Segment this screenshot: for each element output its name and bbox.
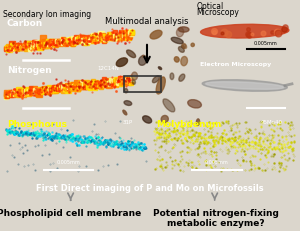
Ellipse shape [206, 82, 284, 90]
Ellipse shape [123, 111, 127, 115]
Ellipse shape [116, 59, 128, 67]
Ellipse shape [158, 67, 162, 70]
Ellipse shape [152, 76, 160, 83]
Ellipse shape [178, 28, 189, 33]
Text: Electron Microscopy: Electron Microscopy [200, 62, 271, 67]
Text: Phosphorus: Phosphorus [8, 119, 68, 128]
Ellipse shape [163, 99, 175, 112]
Text: Nitrogen: Nitrogen [7, 66, 52, 75]
Ellipse shape [124, 89, 128, 93]
Text: 95Mo40: 95Mo40 [261, 119, 283, 125]
Ellipse shape [182, 44, 187, 49]
Text: Potential nitrogen-fixing
metabolic enzyme?: Potential nitrogen-fixing metabolic enzy… [153, 208, 279, 227]
Text: Carbon: Carbon [7, 19, 43, 28]
Ellipse shape [202, 80, 287, 92]
Ellipse shape [161, 116, 168, 123]
Ellipse shape [132, 81, 135, 85]
Text: 31P: 31P [122, 119, 133, 125]
Text: Optical: Optical [196, 2, 224, 11]
Ellipse shape [176, 28, 184, 38]
Ellipse shape [132, 73, 137, 81]
Ellipse shape [127, 51, 136, 58]
Text: Multimodal analysis: Multimodal analysis [105, 17, 189, 26]
Text: 12C14N: 12C14N [97, 66, 119, 71]
Text: First Direct imaging of P and Mo on Microfossils: First Direct imaging of P and Mo on Micr… [36, 183, 264, 192]
Ellipse shape [182, 46, 184, 49]
Bar [124, 76, 161, 92]
Text: 12C: 12C [108, 19, 119, 24]
Ellipse shape [181, 57, 188, 67]
Text: Phospholipid cell membrane: Phospholipid cell membrane [0, 208, 141, 217]
Ellipse shape [156, 78, 165, 94]
Ellipse shape [179, 75, 185, 82]
Ellipse shape [142, 116, 152, 124]
Text: 0.005mm: 0.005mm [57, 159, 80, 164]
Ellipse shape [171, 38, 183, 45]
Ellipse shape [139, 56, 147, 66]
Text: Microscopy: Microscopy [196, 8, 239, 17]
Text: Molybdenum: Molybdenum [156, 119, 221, 128]
Text: 0.005mm: 0.005mm [254, 41, 278, 46]
Ellipse shape [174, 58, 179, 63]
Ellipse shape [182, 45, 186, 49]
Ellipse shape [196, 119, 200, 126]
Ellipse shape [191, 44, 194, 47]
Ellipse shape [201, 25, 289, 39]
Ellipse shape [124, 101, 132, 106]
Ellipse shape [142, 56, 144, 58]
Text: 0.005mm: 0.005mm [205, 159, 229, 164]
Ellipse shape [150, 31, 162, 40]
Text: Secondary Ion imaging: Secondary Ion imaging [3, 10, 91, 19]
Ellipse shape [178, 47, 184, 53]
Ellipse shape [170, 74, 174, 80]
Ellipse shape [188, 100, 201, 109]
